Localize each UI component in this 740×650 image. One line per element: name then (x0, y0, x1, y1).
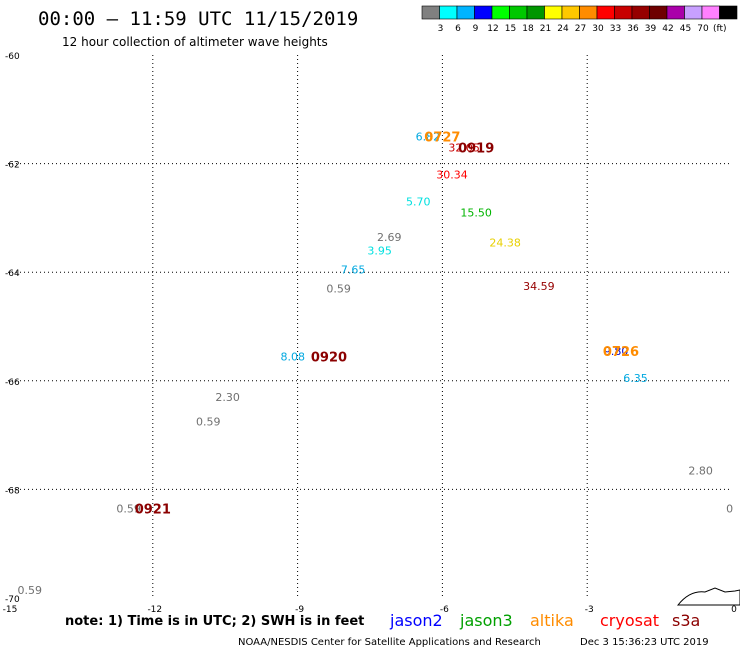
colorbar-swatch (649, 5, 668, 20)
wave-height-values: 6.82 32.05 30.34 5.70 15.50 2.693.95 24.38 7.65… (17, 130, 733, 596)
wave-height-label: 2.80 (688, 464, 713, 477)
colorbar-swatch (579, 5, 598, 20)
x-tick-label: -15 (3, 605, 18, 615)
wave-height-label: 2.30 (215, 391, 240, 404)
map-grid (8, 55, 732, 598)
wave-height-label: 2.69 (377, 231, 402, 244)
wave-height-label: 8.08 (281, 350, 306, 363)
x-tick-label: -3 (585, 605, 594, 615)
colorbar-label: 36 (627, 24, 639, 34)
colorbar-label: 33 (610, 24, 621, 34)
colorbar-label: 39 (645, 24, 657, 34)
mission-legend-entry: altika (530, 611, 574, 630)
colorbar-swatch (526, 5, 545, 20)
wave-height-label: 0.59 (116, 502, 141, 515)
colorbar-label: 18 (522, 24, 534, 34)
mission-legend-entry: cryosat (600, 611, 659, 630)
chart-title: 00:00 — 11:59 UTC 11/15/2019 (38, 8, 358, 30)
colorbar-swatch (701, 5, 720, 20)
colorbar-swatch (719, 5, 738, 20)
colorbar-swatch (474, 5, 493, 20)
wave-height-label: 0.59 (17, 584, 42, 597)
x-tick-label: 0 (731, 605, 737, 615)
colorbar-swatch (509, 5, 528, 20)
colorbar-swatch (614, 5, 633, 20)
colorbar-label: 27 (575, 24, 586, 34)
colorbar-swatch (561, 5, 580, 20)
wave-height-label: 34.59 (523, 280, 555, 293)
wave-height-label: 0.59 (326, 282, 351, 295)
axis-ticks: -15 -12 -9 -6 -3 0 -70 -68 -66 -64 -62 -60 (3, 52, 737, 615)
units-note: note: 1) Time is in UTC; 2) SWH is in fe… (65, 614, 364, 629)
track-time-label: 0727 (424, 130, 460, 145)
track-time-label: 0921 (135, 502, 171, 517)
colorbar-label: 12 (487, 24, 498, 34)
mission-legend-entry: s3a (672, 611, 700, 630)
y-tick-label: -60 (5, 52, 20, 62)
colorbar-label: 24 (557, 24, 569, 34)
y-tick-label: -66 (5, 378, 20, 388)
colorbar-label: 45 (680, 24, 691, 34)
timestamp-text: Dec 3 15:36:23 UTC 2019 (580, 637, 709, 648)
wave-height-label: 3.95 (367, 244, 392, 257)
mission-legend-entry: jason3 (459, 611, 513, 630)
colorbar-label: 15 (505, 24, 516, 34)
colorbar-label: 3 (438, 24, 444, 34)
colorbar-swatch (544, 5, 563, 20)
colorbar-swatch (596, 5, 615, 20)
wave-height-label: 30.34 (436, 168, 468, 181)
wave-height-label: 15.50 (460, 206, 492, 219)
wave-height-label: 9.80 (604, 345, 629, 358)
track-time-label: 0920 (311, 350, 347, 365)
colorbar-swatch (421, 5, 440, 20)
y-tick-label: -68 (5, 486, 20, 496)
mission-legend: jason2 jason3 altika cryosat s3a (389, 611, 700, 630)
wave-height-label: 6.35 (623, 372, 648, 385)
colorbar-label: 6 (455, 24, 461, 34)
colorbar-label: 42 (662, 24, 673, 34)
colorbar-swatch (684, 5, 703, 20)
credit-text: NOAA/NESDIS Center for Satellite Applica… (238, 637, 541, 648)
colorbar-swatch (631, 5, 650, 20)
colorbar-label: 9 (473, 24, 479, 34)
wave-height-label: 24.38 (489, 236, 521, 249)
coastline-shape (676, 587, 740, 606)
y-tick-label: -62 (5, 161, 20, 171)
colorbar-swatch (491, 5, 510, 20)
wave-height-label: 0 (726, 502, 733, 515)
y-tick-label: -70 (5, 595, 20, 605)
wave-height-label: 32.05 (448, 141, 480, 154)
colorbar-swatch (439, 5, 458, 20)
wave-height-label: 6.82 (416, 130, 441, 143)
colorbar-swatch (456, 5, 475, 20)
track-time-label: 0919 (458, 141, 494, 156)
wave-height-label: 7.65 (341, 263, 366, 276)
x-tick-label: -9 (295, 605, 304, 615)
x-tick-label: -6 (440, 605, 449, 615)
x-tick-label: -12 (147, 605, 162, 615)
colorbar-unit: (ft) (713, 24, 727, 34)
colorbar-label: 70 (697, 24, 709, 34)
colorbar-legend: 3 6 9 12 15 18 21 24 27 30 33 36 39 42 45 70 (421, 5, 738, 34)
colorbar-swatch (666, 5, 685, 20)
mission-legend-entry: jason2 (389, 611, 443, 630)
colorbar-label: 21 (540, 24, 551, 34)
colorbar-label: 30 (592, 24, 604, 34)
wave-height-label: 5.70 (406, 196, 431, 209)
y-tick-label: -64 (5, 269, 20, 279)
chart-subtitle: 12 hour collection of altimeter wave hei… (62, 35, 328, 49)
wave-height-label: 0.59 (196, 416, 221, 429)
track-time-label: 0726 (603, 345, 639, 360)
